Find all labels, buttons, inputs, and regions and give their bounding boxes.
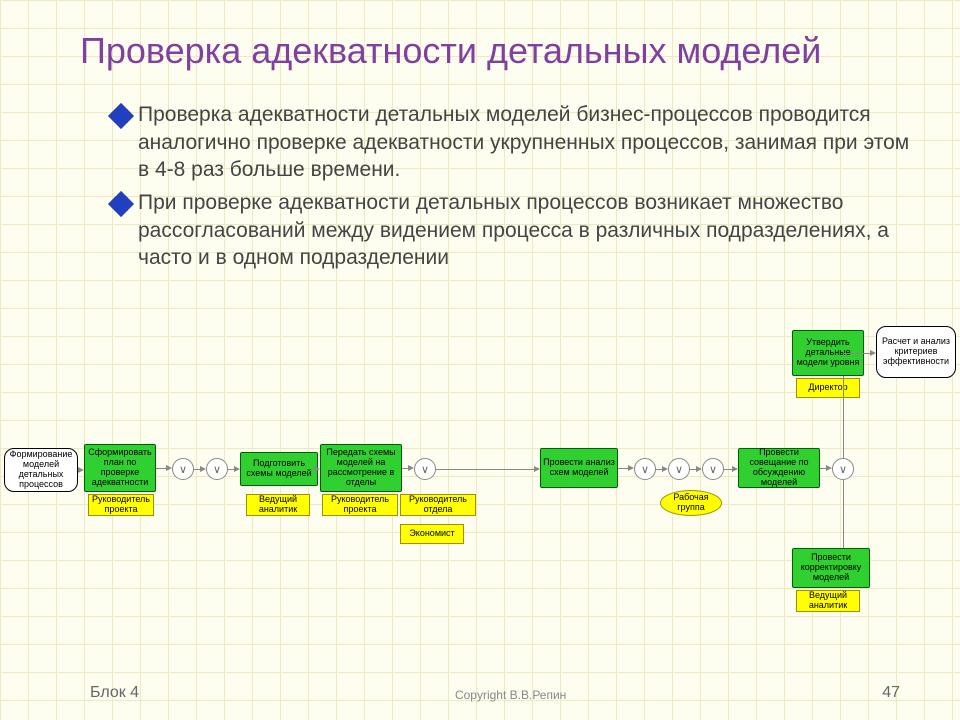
bullet-icon bbox=[110, 105, 132, 127]
external-node: Формирование моделей детальных процессов bbox=[4, 448, 78, 492]
arrowhead-icon bbox=[200, 466, 206, 472]
bullet-text: При проверке адекватности детальных проц… bbox=[138, 189, 910, 271]
process-node: Сформировать план по проверке адекватнос… bbox=[84, 444, 156, 492]
footer-page: 47 bbox=[882, 684, 900, 702]
gateway: ∨ bbox=[206, 458, 228, 480]
arrowhead-icon bbox=[732, 466, 738, 472]
bullet-item: При проверке адекватности детальных проц… bbox=[110, 189, 910, 271]
bullet-text: Проверка адекватности детальных моделей … bbox=[138, 101, 910, 183]
gateway: ∨ bbox=[702, 458, 724, 480]
footer-left: Блок 4 bbox=[90, 684, 139, 702]
actor-node: Экономист bbox=[400, 524, 464, 544]
slide-content: Проверка адекватности детальных моделей … bbox=[0, 0, 960, 271]
actor-node: Ведущий аналитик bbox=[246, 494, 310, 516]
gateway: ∨ bbox=[832, 458, 854, 480]
gateway: ∨ bbox=[668, 458, 690, 480]
actor-oval-node: Рабочая группа bbox=[660, 490, 722, 516]
arrowhead-icon bbox=[534, 466, 540, 472]
footer-copyright: Copyright В.В.Репин bbox=[455, 688, 566, 702]
arrowhead-icon bbox=[662, 466, 668, 472]
actor-node: Руководитель отдела bbox=[400, 494, 476, 516]
arrowhead-icon bbox=[314, 466, 320, 472]
process-node: Провести корректировку моделей bbox=[792, 548, 870, 588]
bullet-list: Проверка адекватности детальных моделей … bbox=[110, 101, 910, 271]
gateway: ∨ bbox=[414, 458, 436, 480]
process-node: Провести совещание по обсуждению моделей bbox=[738, 448, 820, 488]
process-node: Подготовить схемы моделей bbox=[240, 452, 318, 486]
connector bbox=[436, 469, 535, 470]
process-node: Передать схемы моделей на рассмотрение в… bbox=[320, 444, 402, 492]
arrowhead-icon bbox=[78, 467, 84, 473]
arrowhead-icon bbox=[234, 466, 240, 472]
bullet-item: Проверка адекватности детальных моделей … bbox=[110, 101, 910, 183]
arrowhead-icon bbox=[696, 466, 702, 472]
arrowhead-icon bbox=[408, 465, 414, 471]
actor-node: Руководитель проекта bbox=[88, 494, 154, 516]
actor-node: Директор bbox=[796, 378, 860, 398]
actor-node: Ведущий аналитик bbox=[796, 590, 860, 612]
arrowhead-icon bbox=[166, 465, 172, 471]
actor-node: Руководитель проекта bbox=[322, 494, 398, 516]
gateway: ∨ bbox=[172, 458, 194, 480]
gateway: ∨ bbox=[634, 458, 656, 480]
bullet-icon bbox=[110, 193, 132, 215]
process-node: Провести анализ схем моделей bbox=[540, 448, 618, 488]
arrowhead-icon bbox=[628, 465, 634, 471]
slide-title: Проверка адекватности детальных моделей bbox=[80, 30, 910, 71]
external-node: Расчет и анализ критериев эффективности bbox=[876, 326, 956, 378]
flowchart-diagram: Формирование моделей детальных процессов… bbox=[0, 398, 960, 658]
arrowhead-icon bbox=[826, 465, 832, 471]
slide-footer: Блок 4 Copyright В.В.Репин 47 bbox=[0, 684, 960, 702]
